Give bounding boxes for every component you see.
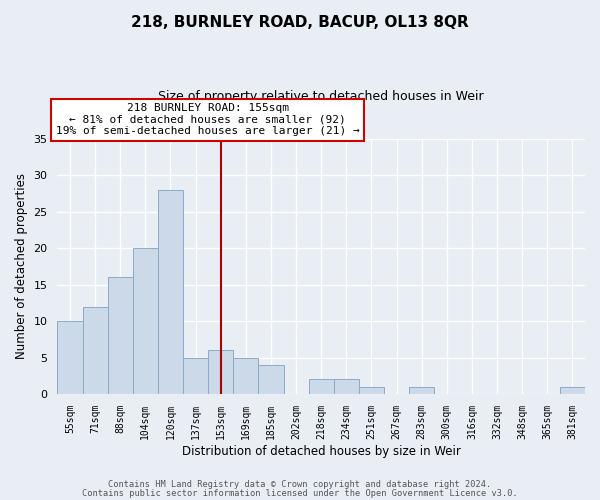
X-axis label: Distribution of detached houses by size in Weir: Distribution of detached houses by size … xyxy=(182,444,461,458)
Bar xyxy=(107,278,133,394)
Bar xyxy=(158,190,183,394)
Bar xyxy=(334,380,359,394)
Bar xyxy=(409,386,434,394)
Bar xyxy=(359,386,384,394)
Bar xyxy=(233,358,259,394)
Text: 218, BURNLEY ROAD, BACUP, OL13 8QR: 218, BURNLEY ROAD, BACUP, OL13 8QR xyxy=(131,15,469,30)
Bar xyxy=(259,365,284,394)
Bar xyxy=(58,321,83,394)
Bar xyxy=(83,306,107,394)
Bar xyxy=(133,248,158,394)
Bar xyxy=(208,350,233,394)
Text: Contains HM Land Registry data © Crown copyright and database right 2024.: Contains HM Land Registry data © Crown c… xyxy=(109,480,491,489)
Y-axis label: Number of detached properties: Number of detached properties xyxy=(15,174,28,360)
Text: 218 BURNLEY ROAD: 155sqm
← 81% of detached houses are smaller (92)
19% of semi-d: 218 BURNLEY ROAD: 155sqm ← 81% of detach… xyxy=(56,103,359,136)
Bar xyxy=(560,386,585,394)
Bar xyxy=(183,358,208,394)
Bar xyxy=(308,380,334,394)
Text: Contains public sector information licensed under the Open Government Licence v3: Contains public sector information licen… xyxy=(82,490,518,498)
Title: Size of property relative to detached houses in Weir: Size of property relative to detached ho… xyxy=(158,90,484,103)
